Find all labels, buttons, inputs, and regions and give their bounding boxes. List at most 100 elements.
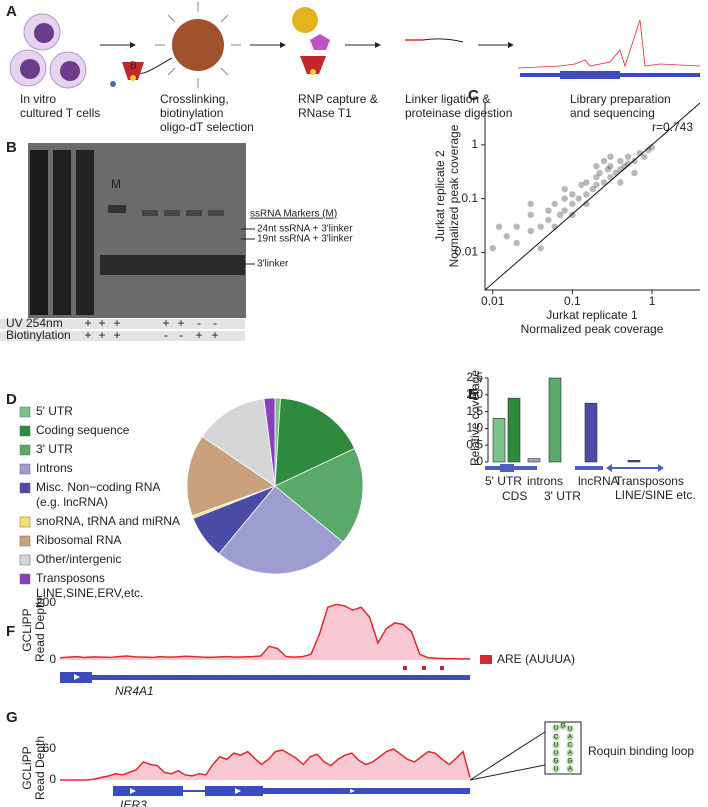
marker-lane-label: M	[111, 177, 121, 191]
legend-swatch	[19, 425, 31, 437]
band-label: 19nt ssRNA + 3'linker	[257, 234, 353, 245]
nucleotide-letter: C	[554, 735, 559, 741]
annotation: Roquin binding loop	[588, 744, 694, 758]
gene-name: NR4A1	[115, 684, 154, 698]
scatter-point	[561, 195, 568, 202]
step-label: RNP capture &	[298, 92, 378, 106]
scatter-point	[537, 223, 544, 230]
scatter-point	[636, 149, 643, 157]
y-tick-label: 0.01	[455, 245, 479, 259]
step-label: In vitro	[20, 92, 56, 106]
nucleotide-letter: U	[568, 727, 572, 733]
lane-sign: -	[197, 316, 201, 330]
nucleotide-letter: U	[554, 751, 558, 757]
coverage-line	[60, 748, 471, 781]
scatter-point	[545, 207, 552, 214]
legend-swatch	[19, 535, 31, 547]
y-axis-label: Relative coverage	[468, 370, 482, 466]
identity-line	[484, 102, 701, 291]
step-label: cultured T cells	[20, 106, 100, 120]
scatter-point	[593, 163, 600, 170]
step-label: and sequencing	[570, 106, 655, 120]
y-tick-label: 2.0	[466, 387, 483, 401]
lane-sign: -	[179, 328, 183, 342]
gene-name: IER3	[120, 798, 147, 807]
scatter-point	[593, 174, 600, 181]
y-axis-label: Normalized peak coverage	[447, 124, 461, 267]
nucleotide-letter: G	[568, 759, 573, 765]
bar	[492, 418, 506, 463]
nucleotide-letter: U	[554, 726, 558, 732]
scatter-point	[575, 195, 582, 202]
legend-label: Introns	[36, 461, 73, 475]
step-label: proteinase digestion	[405, 106, 512, 120]
x-tick-label: introns	[527, 474, 563, 488]
pie-slice	[263, 397, 276, 487]
nucleotide	[566, 725, 574, 733]
legend-label: Misc. Non−coding RNA	[36, 480, 160, 494]
legend-swatch	[19, 482, 31, 494]
bar	[527, 458, 541, 463]
band-label: 3'linker	[257, 259, 289, 270]
legend-label: LINE,SINE,ERV,etc.	[36, 586, 143, 600]
panel-label: B	[6, 139, 17, 156]
y-tick-label: 60	[43, 741, 57, 755]
y-tick-label: 0	[476, 454, 483, 468]
marker-legend-title: ssRNA Markers (M)	[250, 209, 337, 220]
legend-swatch	[19, 573, 31, 585]
y-axis-label: GCLiPP	[20, 746, 34, 789]
scatter-point	[551, 200, 558, 208]
scatter-point	[593, 181, 600, 189]
nucleotide-letter: A	[568, 735, 572, 741]
nucleotide-letter: A	[568, 751, 572, 757]
legend-label: ARE (AUUUA)	[497, 652, 575, 666]
scatter-point	[583, 200, 590, 208]
x-axis-label: Normalized peak coverage	[521, 322, 664, 336]
scatter-point	[645, 146, 652, 154]
y-tick-label: 0.5	[466, 437, 483, 451]
pie-slice	[274, 397, 356, 487]
scatter-point	[527, 211, 534, 219]
bar	[627, 460, 641, 463]
legend-label: Transposons	[36, 571, 105, 585]
nucleotide-letter: G	[561, 724, 566, 730]
bar	[548, 377, 562, 463]
lane-sign: +	[98, 316, 105, 330]
scatter-point	[624, 153, 632, 160]
nucleotide	[566, 765, 574, 773]
panel-label: F	[6, 623, 15, 640]
feature-icons	[485, 464, 664, 472]
x-tick-label: CDS	[502, 489, 527, 503]
nucleotide	[552, 757, 560, 765]
step-label: biotinylation	[160, 106, 223, 120]
step-label: RNase T1	[298, 106, 352, 120]
y-axis-label: Read Depth	[33, 598, 47, 662]
nucleotide	[566, 741, 574, 749]
scatter-point	[556, 211, 564, 219]
legend-label: snoRNA, tRNA and miRNA	[36, 514, 180, 528]
y-tick-label: 0	[49, 652, 56, 666]
scatter-point	[600, 157, 608, 165]
nucleotide	[566, 749, 574, 757]
lane-sign: +	[195, 328, 202, 342]
y-tick-label: 1.0	[466, 421, 483, 435]
panel-label: A	[6, 3, 17, 20]
scatter-point	[545, 216, 552, 224]
step-label: Crosslinking,	[160, 92, 229, 106]
nucleotide	[552, 749, 560, 757]
scatter-point	[569, 200, 576, 208]
nucleotide-letter: G	[554, 759, 559, 765]
nucleotide	[552, 741, 560, 749]
step-label: Library preparation	[570, 92, 671, 106]
bead-label: B	[130, 61, 137, 72]
y-tick-label: 0.1	[461, 191, 478, 205]
nucleotide-letter: U	[554, 767, 558, 773]
legend-swatch	[19, 554, 31, 566]
scatter-point	[513, 223, 520, 230]
nucleotide	[566, 757, 574, 765]
lane-sign: -	[164, 328, 168, 342]
scatter-point	[600, 179, 608, 186]
pie-slice	[274, 447, 364, 543]
nucleotide-letter: A	[568, 767, 572, 773]
pie-slice	[218, 485, 344, 575]
